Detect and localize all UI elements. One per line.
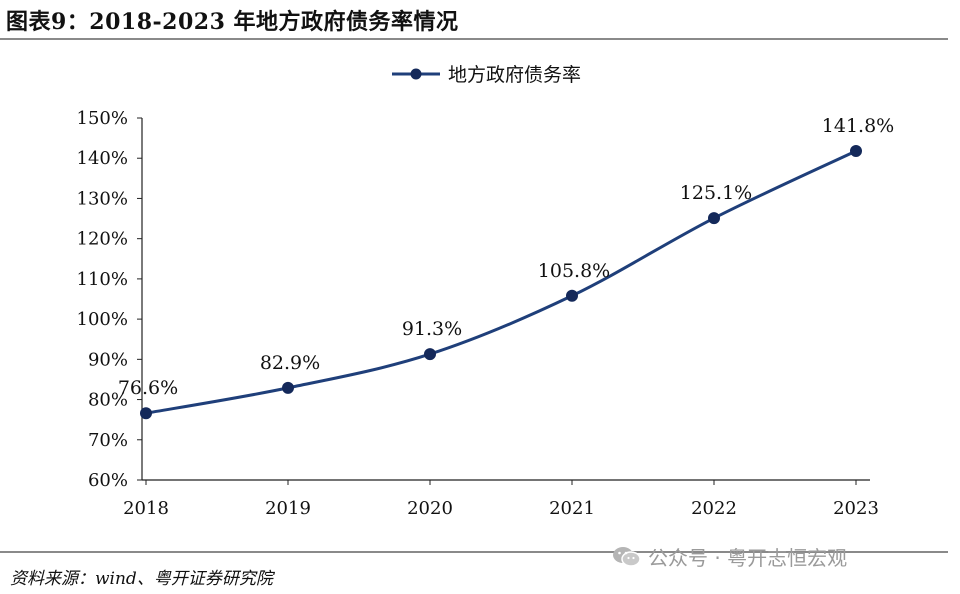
header-divider <box>0 38 948 40</box>
data-point <box>566 289 578 302</box>
data-point <box>424 348 436 361</box>
x-tick-label: 2021 <box>549 498 595 519</box>
y-tick-label: 90% <box>88 349 128 370</box>
data-label: 91.3% <box>402 318 462 340</box>
legend-label: 地方政府债务率 <box>448 64 581 86</box>
x-tick-label: 2019 <box>265 498 311 519</box>
y-tick-label: 150% <box>77 108 128 129</box>
data-point <box>850 144 862 157</box>
watermark: 公众号 · 粤开志恒宏观 <box>612 542 847 571</box>
chart-title: 图表9：2018-2023 年地方政府债务率情况 <box>6 9 459 35</box>
data-point <box>708 212 720 225</box>
y-tick-label: 80% <box>88 390 128 411</box>
x-tick-label: 2023 <box>833 498 879 519</box>
wechat-icon <box>612 545 642 569</box>
x-tick-label: 2022 <box>691 498 737 519</box>
y-tick-label: 100% <box>77 309 128 330</box>
x-tick-label: 2020 <box>407 498 453 519</box>
y-tick-label: 60% <box>88 470 128 491</box>
watermark-text: 公众号 · 粤开志恒宏观 <box>648 546 848 570</box>
data-label: 125.1% <box>680 182 752 204</box>
legend-marker <box>410 68 422 80</box>
data-label: 105.8% <box>538 260 610 282</box>
line-chart: 60% 70% 80% 90% 100% 110% 120% 130% 140% 150% 2018… <box>77 64 895 519</box>
series-line <box>144 149 858 415</box>
data-point <box>282 381 294 394</box>
y-tick-label: 70% <box>88 430 128 451</box>
data-label: 76.6% <box>118 377 178 399</box>
y-tick-label: 140% <box>77 148 128 169</box>
data-point <box>140 407 152 420</box>
source-note: 资料来源：wind、粤开证券研究院 <box>10 569 273 589</box>
footer-divider <box>0 551 948 553</box>
y-tick-label: 120% <box>77 229 128 250</box>
data-label: 82.9% <box>260 352 320 374</box>
y-tick-label: 110% <box>77 269 128 290</box>
data-label: 141.8% <box>822 115 894 137</box>
y-tick-label: 130% <box>77 188 128 209</box>
x-tick-label: 2018 <box>123 498 169 519</box>
